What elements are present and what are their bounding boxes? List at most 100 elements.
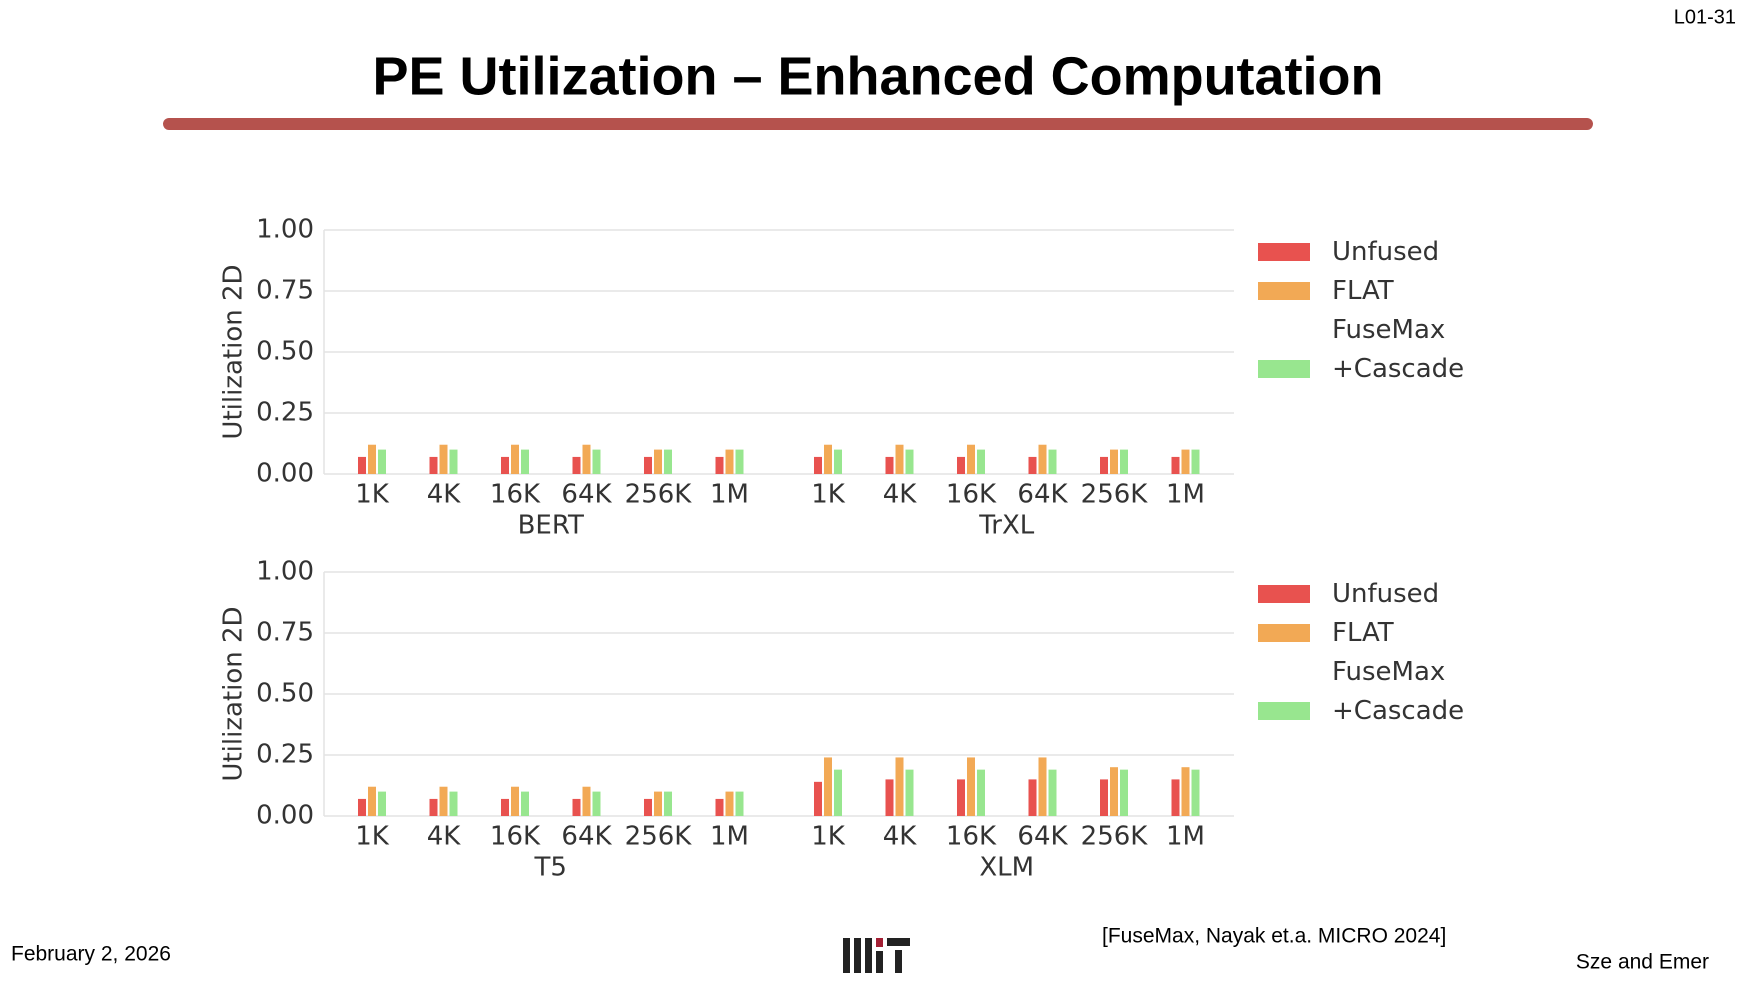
- x-tick-label: 64K: [1017, 480, 1068, 510]
- x-tick-label: 4K: [427, 822, 462, 852]
- legend-swatch: [1258, 243, 1310, 261]
- legend-item: FLAT: [1258, 614, 1464, 653]
- legend-item: FLAT: [1258, 272, 1464, 311]
- slide-number: L01-31: [1674, 6, 1736, 28]
- bar: [1120, 449, 1128, 474]
- legend-label: FuseMax +Cascade: [1332, 315, 1465, 384]
- bar: [501, 456, 509, 474]
- bar: [1191, 769, 1200, 816]
- bar: [715, 798, 724, 816]
- x-tick-label: 64K: [561, 480, 612, 510]
- bar: [572, 798, 581, 816]
- bar: [735, 449, 744, 474]
- bar: [814, 456, 822, 474]
- x-tick-label: 1K: [811, 480, 846, 510]
- authors: Sze and Emer: [1576, 951, 1709, 974]
- bar: [592, 791, 601, 816]
- title-rule: [163, 118, 1593, 130]
- bar: [368, 444, 376, 474]
- bar: [957, 456, 965, 474]
- x-tick-label: 256K: [1081, 480, 1149, 510]
- legend-item: FuseMax +Cascade: [1258, 653, 1464, 731]
- bar: [521, 449, 529, 474]
- bar: [715, 456, 724, 474]
- x-tick-label: 16K: [946, 480, 997, 510]
- y-tick-label: 0.25: [256, 398, 314, 428]
- bar: [654, 791, 662, 816]
- bar: [582, 786, 591, 816]
- mit-logo: [843, 938, 910, 973]
- bar: [644, 798, 652, 816]
- x-tick-label: 16K: [946, 822, 997, 852]
- x-tick-label: 16K: [490, 822, 541, 852]
- bar: [439, 786, 448, 816]
- legend-label: Unfused: [1332, 237, 1440, 267]
- bar: [824, 757, 832, 816]
- bar: [572, 456, 581, 474]
- bar: [501, 798, 509, 816]
- x-tick-label: 1M: [710, 822, 749, 852]
- bar: [1100, 456, 1108, 474]
- bar: [735, 791, 744, 816]
- bar: [1171, 456, 1180, 474]
- x-tick-label: 1K: [811, 822, 846, 852]
- bar: [511, 444, 519, 474]
- bar: [1048, 769, 1057, 816]
- legend-swatch: [1258, 702, 1310, 720]
- group-label: XLM: [979, 853, 1034, 883]
- bar: [967, 444, 975, 474]
- bar: [1038, 757, 1047, 816]
- group-label: BERT: [518, 511, 584, 541]
- x-tick-label: 16K: [490, 480, 541, 510]
- bar: [429, 798, 438, 816]
- bar: [977, 449, 985, 474]
- bar: [895, 444, 904, 474]
- y-tick-label: 1.00: [256, 557, 314, 587]
- bar: [725, 449, 734, 474]
- bar: [449, 791, 458, 816]
- bar: [511, 786, 519, 816]
- legend-label: Unfused: [1332, 579, 1440, 609]
- group-label: T5: [534, 853, 567, 883]
- y-tick-label: 0.75: [256, 618, 314, 648]
- bar: [885, 456, 894, 474]
- bar: [592, 449, 601, 474]
- legend-item: Unfused: [1258, 233, 1464, 272]
- bar: [967, 757, 975, 816]
- bar: [1120, 769, 1128, 816]
- legend: Unfused FLAT FuseMax +Cascade: [1258, 233, 1464, 389]
- x-tick-label: 4K: [883, 480, 918, 510]
- x-tick-label: 1K: [355, 480, 390, 510]
- y-tick-label: 0.00: [256, 459, 314, 489]
- legend-swatch: [1258, 282, 1310, 300]
- bar: [439, 444, 448, 474]
- y-tick-label: 1.00: [256, 215, 314, 245]
- bar: [1028, 779, 1037, 816]
- x-tick-label: 256K: [625, 480, 693, 510]
- bar: [664, 791, 672, 816]
- bar: [664, 449, 672, 474]
- bar: [449, 449, 458, 474]
- x-tick-label: 1K: [355, 822, 390, 852]
- x-tick-label: 4K: [883, 822, 918, 852]
- bar: [521, 791, 529, 816]
- bar: [1181, 449, 1190, 474]
- legend-swatch: [1258, 624, 1310, 642]
- y-axis-label: Utilization 2D: [219, 606, 249, 781]
- x-tick-label: 256K: [625, 822, 693, 852]
- bar: [977, 769, 985, 816]
- bar: [1038, 444, 1047, 474]
- x-tick-label: 256K: [1081, 822, 1149, 852]
- slide-title: PE Utilization – Enhanced Computation: [372, 46, 1383, 106]
- citation: [FuseMax, Nayak et.a. MICRO 2024]: [1102, 925, 1446, 948]
- group-label: TrXL: [978, 511, 1035, 541]
- y-axis-label: Utilization 2D: [219, 264, 249, 439]
- legend: Unfused FLAT FuseMax +Cascade: [1258, 575, 1464, 731]
- bar: [1181, 767, 1190, 816]
- bar: [885, 779, 894, 816]
- x-tick-label: 1M: [1166, 822, 1205, 852]
- bar: [358, 798, 366, 816]
- bar: [1028, 456, 1037, 474]
- bar: [1171, 779, 1180, 816]
